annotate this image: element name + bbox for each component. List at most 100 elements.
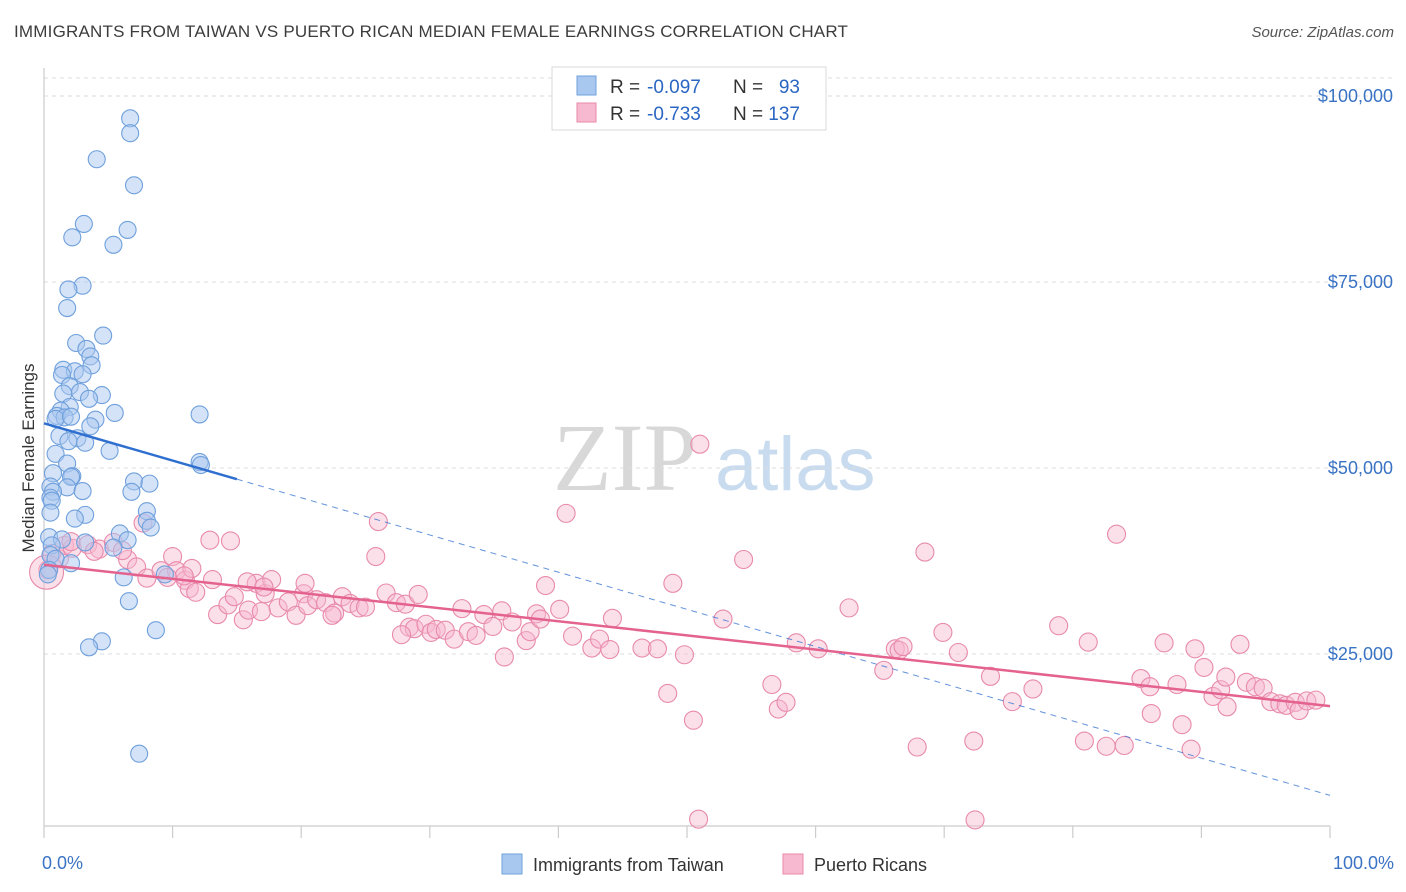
pr-point-77 [683, 710, 703, 730]
bottom-legend-swatch-taiwan [501, 853, 523, 875]
taiwan-point-73 [114, 568, 133, 587]
pr-point-102 [1141, 703, 1161, 724]
pr-point-69 [590, 629, 610, 649]
pr-point-81 [762, 674, 782, 695]
pr-point-48 [421, 622, 441, 642]
taiwan-point-9 [59, 280, 78, 299]
pr-point-144 [948, 642, 968, 663]
x-tick-label-0: 0.0% [42, 853, 83, 873]
pr-point-58 [494, 647, 514, 667]
pr-point-63 [535, 576, 556, 596]
pr-point-106 [1181, 739, 1201, 759]
pr-point-126 [689, 809, 709, 829]
pr-point-97 [1096, 736, 1116, 756]
legend-n-label-1: N = [733, 77, 763, 98]
pr-point-78 [690, 434, 710, 454]
pr-point-52 [452, 599, 472, 619]
taiwan-point-10 [58, 298, 77, 318]
taiwan-point-79 [79, 638, 99, 657]
taiwan-point-24 [79, 389, 99, 408]
watermark-zip: ZIP [553, 404, 697, 511]
taiwan-point-1 [121, 124, 140, 143]
pr-point-91 [980, 666, 1001, 686]
legend-r-label-1: R = [610, 77, 640, 98]
taiwan-point-3 [124, 176, 144, 195]
pr-point-61 [520, 622, 540, 642]
pr-point-90 [964, 731, 984, 751]
taiwan-point-19 [73, 365, 92, 384]
pr-point-66 [550, 599, 570, 619]
taiwan-point-68 [104, 538, 123, 557]
pr-point-72 [632, 638, 652, 658]
taiwan-point-37 [59, 432, 78, 451]
pr-point-67 [562, 626, 583, 646]
pr-point-114 [1236, 672, 1256, 692]
taiwan-point-77 [146, 621, 165, 640]
pr-point-99 [1114, 735, 1134, 756]
taiwan-point-61 [141, 518, 160, 537]
taiwan-point-27 [105, 403, 124, 422]
pr-point-113 [1230, 634, 1250, 654]
pr-point-87 [907, 737, 927, 757]
pr-point-71 [602, 608, 622, 628]
legend-r-label-2: R = [610, 104, 640, 125]
pr-point-111 [1216, 667, 1236, 687]
pr-point-38 [355, 597, 376, 617]
pr-point-96 [1078, 632, 1098, 652]
pr-point-74 [658, 683, 678, 703]
legend-n-value-1: 93 [779, 77, 800, 98]
taiwan-point-76 [119, 592, 138, 611]
taiwan-point-7 [104, 235, 123, 254]
pr-point-84 [874, 660, 894, 680]
pr-point-39 [366, 546, 386, 567]
pr-point-128 [182, 558, 202, 578]
pr-point-134 [295, 573, 315, 593]
legend-r-value-2: -0.733 [647, 104, 701, 125]
pr-point-54 [466, 625, 486, 645]
taiwan-point-67 [76, 533, 95, 552]
pr-point-125 [776, 692, 796, 712]
watermark-atlas: atlas [715, 422, 876, 507]
pr-point-40 [368, 512, 388, 532]
pr-point-83 [839, 598, 859, 618]
taiwan-point-57 [41, 503, 60, 522]
bottom-legend-swatch-pr [782, 853, 804, 875]
pr-point-34 [325, 603, 345, 623]
x-tick-label-1: 100.0% [1333, 853, 1394, 873]
legend-swatch-taiwan [576, 75, 597, 96]
pr-point-80 [734, 549, 754, 570]
pr-point-140 [251, 602, 271, 622]
pr-point-95 [1074, 731, 1094, 751]
pr-point-89 [933, 622, 953, 642]
pr-point-107 [1185, 639, 1205, 659]
taiwan-point-2 [87, 150, 106, 169]
taiwan-point-63 [118, 531, 137, 550]
legend-n-label-2: N = [733, 104, 763, 125]
taiwan-point-5 [118, 220, 137, 239]
pr-point-112 [1217, 697, 1237, 717]
taiwan-point-34 [81, 417, 100, 436]
pr-point-93 [1023, 679, 1043, 699]
pr-point-94 [1049, 616, 1069, 636]
pr-point-75 [663, 573, 683, 593]
taiwan-point-31 [61, 407, 81, 426]
pr-point-103 [1154, 633, 1174, 653]
pr-point-64 [556, 503, 576, 523]
pr-point-16 [186, 582, 206, 602]
y-tick-label-3: $100,000 [1318, 86, 1393, 106]
legend-n-value-2: 137 [768, 104, 800, 125]
pr-point-143 [893, 637, 913, 657]
taiwan-point-11 [94, 326, 113, 345]
taiwan-point-6 [63, 228, 82, 247]
bottom-legend-label-taiwan: Immigrants from Taiwan [533, 855, 724, 875]
axes [43, 68, 1331, 838]
pr-point-115 [1245, 677, 1265, 697]
legend-swatch-pr [576, 102, 597, 123]
taiwan-point-52 [73, 482, 92, 501]
pr-point-129 [220, 531, 241, 551]
taiwan-point-53 [122, 482, 141, 501]
legend-box: R = -0.097 N = 93 R = -0.733 N = 137 [551, 66, 827, 131]
pr-point-141 [391, 625, 412, 645]
pr-point-88 [915, 542, 935, 562]
